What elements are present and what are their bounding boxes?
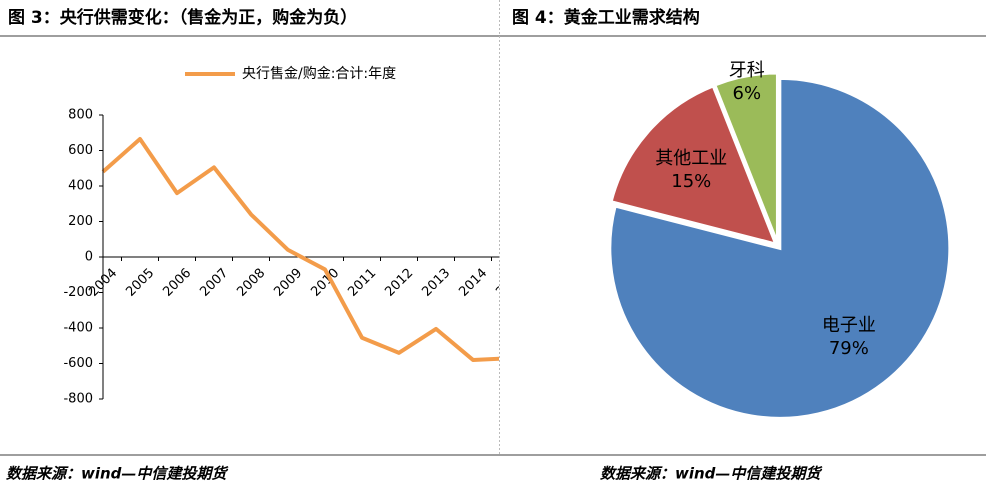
- y-tick-label: -800: [63, 392, 93, 407]
- slice-value: 79%: [828, 338, 869, 360]
- line-plot: 2004 2005 2006 2007 2008 2009 2010 2011 2012 2013…: [86, 136, 527, 362]
- x-tick-label: 2005: [123, 266, 157, 300]
- slice-label: 其他工业 15%: [653, 147, 729, 193]
- pie-plot: [608, 71, 952, 420]
- y-tick-label: 400: [68, 179, 93, 194]
- slice-category: 其他工业: [655, 147, 728, 169]
- slice-category: 牙科: [728, 60, 765, 82]
- x-tick-label: 2012: [382, 266, 416, 300]
- slice-label: 牙科 6%: [709, 59, 785, 105]
- source: 数据来源：wind—中信建投期货: [6, 465, 229, 483]
- header: [0, 0, 986, 36]
- legend-label: 央行售金/购金:合计:年度: [242, 66, 396, 82]
- x-tick-label: 2006: [160, 266, 194, 300]
- slice-value: 6%: [732, 83, 762, 105]
- x-tick-label: 2007: [197, 266, 231, 300]
- chart-title: 图 4：黄金工业需求结构: [512, 7, 700, 28]
- chart-title: 图 3：央行供需变化：（售金为正，购金为负）: [8, 7, 357, 28]
- y-tick-label: -200: [63, 285, 93, 300]
- x-tick-label: 2008: [234, 266, 268, 300]
- source: 数据来源：wind—中信建投期货: [600, 465, 823, 483]
- y-tick-label: 200: [68, 214, 93, 229]
- x-tick-label: 2013: [419, 266, 453, 300]
- y-tick-label: 800: [68, 108, 93, 123]
- y-tick-label: -600: [63, 356, 93, 371]
- x-tick-label: 2015: [493, 266, 527, 300]
- slice-label: 电子业 79%: [811, 314, 887, 360]
- slice-category: 电子业: [821, 315, 876, 337]
- line: [101, 136, 499, 362]
- pie-slice: [608, 76, 952, 420]
- pie-slice: [712, 71, 779, 244]
- x-tick-label: 2009: [271, 266, 305, 300]
- y-tick-label: -400: [63, 321, 93, 336]
- y-tick-label: 600: [68, 143, 93, 158]
- x-tick-label: 2011: [345, 266, 379, 300]
- pie-slice: [609, 84, 779, 247]
- x-tick-label: 2014: [456, 266, 490, 300]
- slice-value: 15%: [671, 170, 712, 192]
- y-tick-label: 0: [85, 250, 93, 265]
